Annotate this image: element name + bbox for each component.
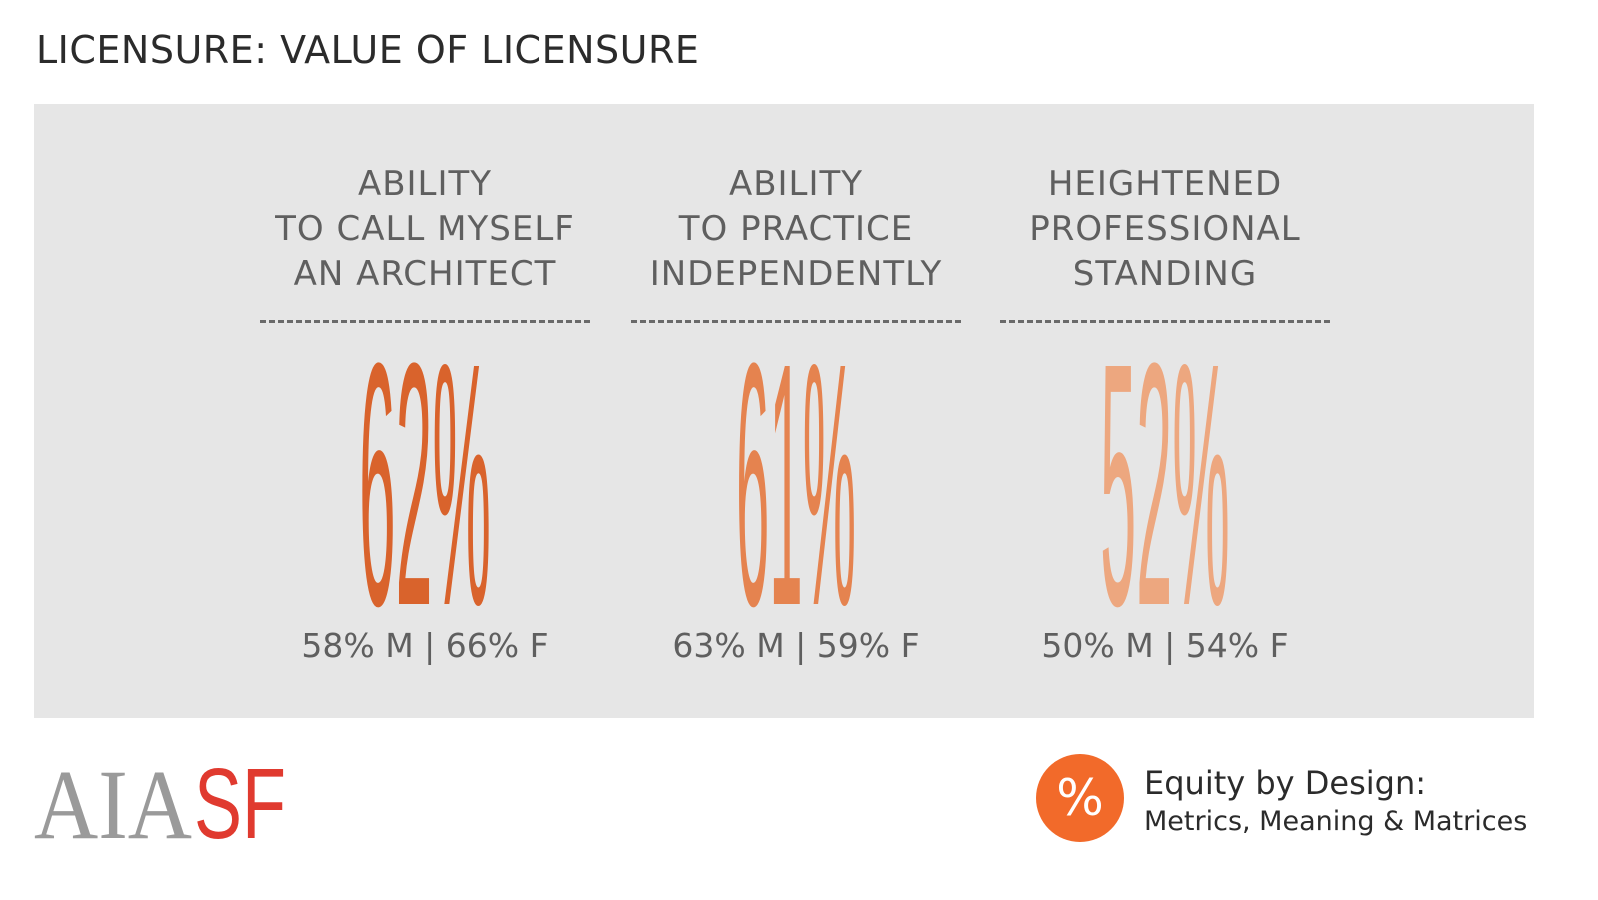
equity-subtitle: Metrics, Meaning & Matrices bbox=[1144, 806, 1528, 837]
stat-value: 62% bbox=[359, 292, 491, 678]
stat-label-line: ABILITY bbox=[728, 164, 864, 204]
stat-label-line: ABILITY bbox=[357, 164, 493, 204]
stat-label-line: TO PRACTICE bbox=[678, 209, 914, 249]
stat-label-line: PROFESSIONAL bbox=[1029, 209, 1301, 249]
stat-value-graphic: 61% bbox=[736, 292, 856, 678]
dashed-divider bbox=[260, 320, 590, 323]
dashed-divider bbox=[631, 320, 961, 323]
stat-label: ABILITY TO CALL MYSELF AN ARCHITECT bbox=[260, 162, 590, 297]
stat-value: 61% bbox=[736, 292, 856, 678]
stat-value-graphic: 62% bbox=[359, 292, 491, 678]
stat-value-graphic: 52% bbox=[1100, 292, 1230, 678]
percent-icon: % bbox=[1036, 754, 1124, 842]
stat-label-line: STANDING bbox=[1072, 254, 1258, 294]
page-title: LICENSURE: VALUE OF LICENSURE bbox=[36, 28, 700, 72]
dashed-divider bbox=[1000, 320, 1330, 323]
logo-sf-text: SF bbox=[194, 752, 286, 848]
gender-breakdown: 50% M | 54% F bbox=[1041, 626, 1289, 665]
equity-title: Equity by Design: bbox=[1144, 764, 1427, 802]
stat-label: ABILITY TO PRACTICE INDEPENDENTLY bbox=[631, 162, 961, 297]
stat-label-line: HEIGHTENED bbox=[1047, 164, 1283, 204]
stat-label: HEIGHTENED PROFESSIONAL STANDING bbox=[1000, 162, 1330, 297]
stat-label-line: TO CALL MYSELF bbox=[275, 209, 575, 249]
stat-label-line: AN ARCHITECT bbox=[293, 254, 557, 294]
stats-panel: ABILITY TO CALL MYSELF AN ARCHITECT 62% … bbox=[34, 104, 1534, 718]
stat-label-line: INDEPENDENTLY bbox=[649, 254, 943, 294]
gender-breakdown: 63% M | 59% F bbox=[672, 626, 920, 665]
logo-aia-text: AIA bbox=[34, 752, 192, 848]
aiasf-logo: AIA SF bbox=[34, 752, 286, 848]
gender-breakdown: 58% M | 66% F bbox=[301, 626, 549, 665]
stat-value: 52% bbox=[1100, 292, 1230, 678]
